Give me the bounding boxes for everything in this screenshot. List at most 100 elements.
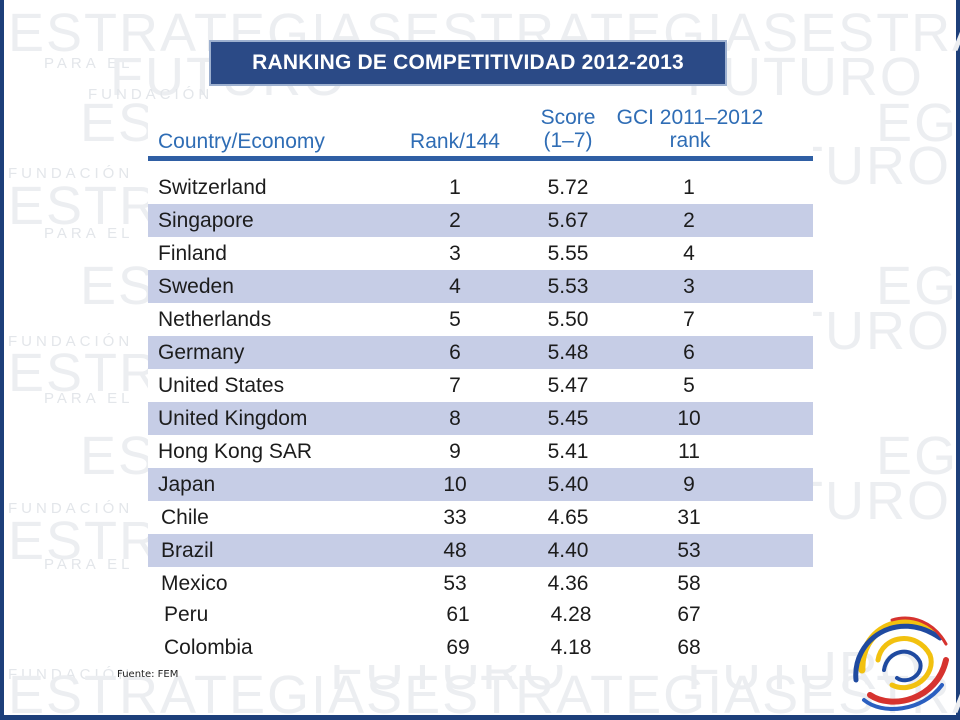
cell-country: Japan (158, 473, 216, 496)
cell-rank: 10 (443, 473, 467, 496)
cell-rank: 3 (449, 242, 461, 265)
table-row: Singapore 2 5.67 2 (148, 204, 813, 237)
cell-gci: 10 (677, 407, 701, 430)
watermark-text: TURO (790, 471, 951, 531)
fundacion-logo-icon (853, 616, 949, 711)
header-score: Score (1–7) (518, 106, 618, 152)
watermark-text: ESTRATEGIASESTRATEGIASESTRATEGIAS (8, 665, 960, 720)
cell-country: United Kingdom (158, 407, 308, 430)
cell-country: Mexico (161, 572, 228, 595)
table-row: Sweden 4 5.53 3 (148, 270, 813, 303)
watermark-text: FUNDACIÓN (88, 86, 214, 103)
watermark-text: TURO (790, 136, 951, 196)
cell-rank: 33 (443, 506, 467, 529)
cell-country: Hong Kong SAR (158, 440, 313, 463)
cell-rank: 8 (449, 407, 461, 430)
cell-gci: 9 (683, 473, 695, 496)
cell-gci: 3 (683, 275, 695, 298)
cell-country: Brazil (161, 539, 214, 562)
cell-score: 4.65 (547, 506, 589, 529)
source-note: Fuente: FEM (117, 669, 179, 680)
cell-rank: 6 (449, 341, 461, 364)
table-row: Germany 6 5.48 6 (148, 336, 813, 369)
cell-rank: 1 (449, 176, 461, 199)
cell-gci: 11 (678, 440, 700, 463)
watermark-text: PARA EL (44, 556, 134, 573)
cell-gci: 7 (683, 308, 695, 331)
cell-gci: 31 (677, 506, 701, 529)
header-gci: GCI 2011–2012 rank (610, 106, 770, 152)
cell-score: 5.41 (547, 440, 589, 463)
watermark-text: PARA EL (44, 390, 134, 407)
cell-country: Finland (158, 242, 227, 265)
cell-gci: 5 (683, 374, 695, 397)
table-row: Switzerland 1 5.72 1 (148, 171, 813, 204)
cell-gci: 4 (683, 242, 695, 265)
cell-gci: 58 (677, 572, 701, 595)
cell-country: Peru (164, 603, 209, 626)
cell-gci: 68 (677, 636, 701, 659)
cell-country: Netherlands (158, 308, 272, 331)
header-gci-line2: rank (669, 129, 711, 152)
cell-country: Germany (158, 341, 245, 364)
cell-country: Singapore (158, 209, 254, 232)
cell-score: 5.47 (547, 374, 589, 397)
header-gci-line1: GCI 2011–2012 (616, 106, 764, 129)
header-country: Country/Economy (158, 130, 325, 153)
watermark-text: PARA EL (44, 55, 134, 72)
table-row: Japan 10 5.40 9 (148, 468, 813, 501)
cell-gci: 1 (683, 176, 695, 199)
cell-score: 5.55 (547, 242, 589, 265)
table-row: Colombia 69 4.18 68 (148, 631, 813, 664)
table-row: Netherlands 5 5.50 7 (148, 303, 813, 336)
header-score-line1: Score (540, 106, 596, 129)
cell-score: 5.48 (547, 341, 589, 364)
header-score-line2: (1–7) (543, 129, 593, 152)
cell-rank: 7 (449, 374, 461, 397)
watermark-text: FUNDACIÓN (8, 333, 134, 350)
cell-gci: 6 (683, 341, 695, 364)
cell-score: 5.40 (547, 473, 589, 496)
cell-country: Colombia (164, 636, 253, 659)
watermark-text: ESEGIAS (80, 256, 960, 316)
watermark-text: ESTRATEGIASESTRATEGIASESTRATEGIAS (8, 3, 960, 63)
watermark-text: FUNDACIÓN (8, 165, 134, 182)
table-row: United States 7 5.47 5 (148, 369, 813, 402)
table-row: Brazil 48 4.40 53 (148, 534, 813, 567)
table-row: Hong Kong SAR 9 5.41 11 (148, 435, 813, 468)
cell-rank: 69 (446, 636, 470, 659)
ranking-table: Country/Economy Rank/144 Score (1–7) GCI… (148, 100, 813, 665)
slide-title-box: RANKING DE COMPETITIVIDAD 2012-2013 (209, 40, 727, 86)
table-row: Peru 61 4.28 67 (148, 598, 813, 631)
header-rank: Rank/144 (410, 130, 500, 153)
watermark-text: TURO (790, 301, 951, 361)
cell-rank: 2 (449, 209, 461, 232)
cell-country: Switzerland (158, 176, 267, 199)
cell-country: Chile (161, 506, 209, 529)
header-divider (148, 156, 813, 161)
cell-gci: 67 (677, 603, 701, 626)
table-row: Finland 3 5.55 4 (148, 237, 813, 270)
cell-rank: 4 (449, 275, 461, 298)
cell-score: 4.18 (550, 636, 592, 659)
watermark-text: ESEGIAS (80, 93, 960, 153)
watermark-text: PARA EL (44, 225, 134, 242)
cell-country: Sweden (158, 275, 234, 298)
table-row: Chile 33 4.65 31 (148, 501, 813, 534)
cell-score: 5.67 (547, 209, 589, 232)
cell-rank: 61 (446, 603, 470, 626)
cell-score: 5.72 (547, 176, 589, 199)
watermark-text: FUNDACIÓN (8, 666, 134, 683)
cell-gci: 2 (683, 209, 695, 232)
cell-score: 4.40 (547, 539, 589, 562)
table-row: Mexico 53 4.36 58 (148, 567, 813, 600)
cell-gci: 53 (677, 539, 701, 562)
cell-score: 5.53 (547, 275, 589, 298)
cell-score: 4.28 (550, 603, 592, 626)
slide-title: RANKING DE COMPETITIVIDAD 2012-2013 (252, 51, 684, 74)
cell-rank: 48 (443, 539, 467, 562)
cell-score: 5.45 (547, 407, 589, 430)
watermark-text: FUNDACIÓN (8, 500, 134, 517)
cell-rank: 5 (449, 308, 461, 331)
